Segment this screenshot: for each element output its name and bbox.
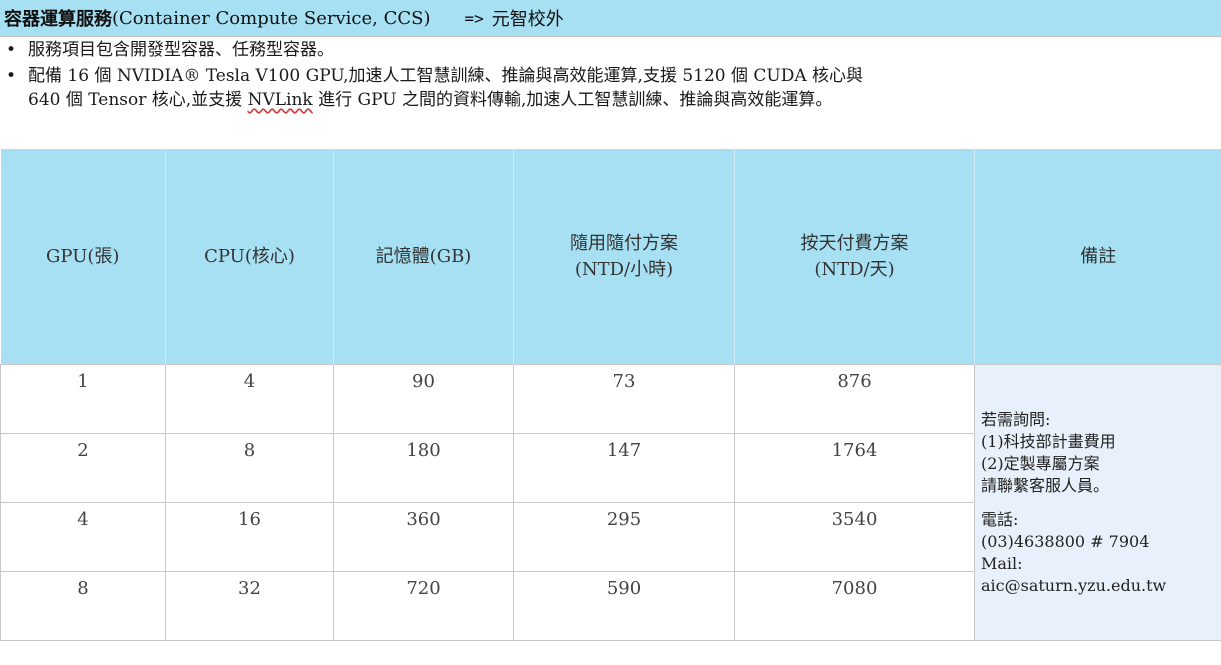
header-daily-line-2: (NTD/天) (814, 258, 895, 280)
nvlink-term: NVLink (247, 90, 313, 110)
intro-line-1: 服務項目包含開發型容器、任務型容器。 (28, 40, 334, 60)
notes-contact: 請聯繫客服人員。 (981, 475, 1110, 495)
notes-inquiry: 若需詢問: (981, 409, 1051, 429)
cell-hourly: 147 (513, 433, 735, 503)
service-name-en: (Container Compute Service, CCS) (112, 7, 431, 29)
cell-memory: 90 (333, 364, 514, 434)
cell-gpu: 4 (0, 502, 166, 572)
intro-bullet-1: • 服務項目包含開發型容器、任務型容器。 (6, 38, 334, 62)
header-hourly-line-1: 隨用隨付方案 (570, 232, 678, 254)
header-hourly: 隨用隨付方案 (NTD/小時) (513, 149, 735, 365)
bullet-dot-icon: • (6, 40, 17, 60)
campus-label: 元智校外 (491, 9, 564, 30)
pricing-table: GPU(張) CPU(核心) 記憶體(GB) 隨用隨付方案 (NTD/小時) 按… (0, 149, 1221, 641)
intro-line-2: 配備 16 個 NVIDIA® Tesla V100 GPU,加速人工智慧訓練、… (28, 66, 864, 86)
header-notes: 備註 (974, 149, 1221, 365)
header-daily-line-1: 按天付費方案 (800, 232, 909, 254)
header-hourly-line-2: (NTD/小時) (574, 258, 674, 280)
header-memory: 記憶體(GB) (333, 149, 514, 365)
cell-daily: 7080 (734, 571, 975, 641)
cell-hourly: 295 (513, 502, 735, 572)
notes-cell: 若需詢問: (1)科技部計畫費用 (2)定製專屬方案 請聯繫客服人員。 電話: … (974, 364, 1221, 641)
cell-hourly: 590 (513, 571, 735, 641)
section-title-bar: 容器運算服務 (Container Compute Service, CCS) … (0, 0, 1221, 36)
notes-mail[interactable]: aic@saturn.yzu.edu.tw (981, 575, 1167, 595)
arrow-text: => (464, 8, 484, 28)
cell-cpu: 8 (165, 433, 334, 503)
intro-bullet-2-continued: 640 個 Tensor 核心,並支援 NVLink 進行 GPU 之間的資料傳… (6, 88, 832, 112)
cell-memory: 360 (333, 502, 514, 572)
cell-gpu: 2 (0, 433, 166, 503)
bullet-dot-icon: • (6, 66, 17, 86)
cell-daily: 3540 (734, 502, 975, 572)
cell-daily: 1764 (734, 433, 975, 503)
notes-mail-label: Mail: (981, 553, 1023, 573)
notes-item-1: (1)科技部計畫費用 (981, 431, 1116, 451)
intro-line-3-before: 640 個 Tensor 核心,並支援 (28, 90, 248, 110)
table-header-row: GPU(張) CPU(核心) 記憶體(GB) 隨用隨付方案 (NTD/小時) 按… (0, 149, 1221, 365)
service-name: 容器運算服務 (4, 9, 112, 30)
header-daily: 按天付費方案 (NTD/天) (734, 149, 975, 365)
notes-phone: (03)4638800 # 7904 (981, 531, 1150, 551)
table-row: 1 4 90 73 876 若需詢問: (1)科技部計畫費用 (2)定製專屬方案… (0, 364, 1221, 641)
table-row: 2 8 180 147 1764 (0, 433, 1221, 503)
notes-phone-label: 電話: (981, 509, 1019, 529)
intro-line-3-after: 進行 GPU 之間的資料傳輸,加速人工智慧訓練、推論與高效能運算。 (312, 90, 833, 110)
notes-spacer (981, 497, 1215, 509)
table-row: 8 32 720 590 7080 (0, 571, 1221, 641)
cell-gpu: 1 (0, 364, 166, 434)
cell-cpu: 32 (165, 571, 334, 641)
intro-section: • 服務項目包含開發型容器、任務型容器。 • 配備 16 個 NVIDIA® Tes… (0, 36, 1221, 149)
cell-cpu: 4 (165, 364, 334, 434)
cell-gpu: 8 (0, 571, 166, 641)
notes-item-2: (2)定製專屬方案 (981, 453, 1100, 473)
cell-daily: 876 (734, 364, 975, 434)
cell-memory: 180 (333, 433, 514, 503)
cell-memory: 720 (333, 571, 514, 641)
header-cpu: CPU(核心) (165, 149, 334, 365)
intro-bullet-2: • 配備 16 個 NVIDIA® Tesla V100 GPU,加速人工智慧訓練… (6, 64, 863, 88)
cell-hourly: 73 (513, 364, 735, 434)
cell-cpu: 16 (165, 502, 334, 572)
header-gpu: GPU(張) (0, 149, 166, 365)
